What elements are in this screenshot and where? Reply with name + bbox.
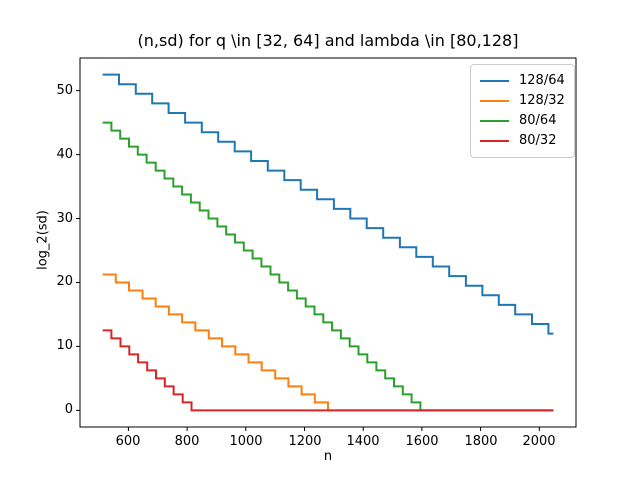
x-tick-label: 800 xyxy=(174,434,200,449)
legend-line-sample xyxy=(480,120,509,122)
x-tick-label: 1800 xyxy=(464,434,498,449)
y-axis-label: log_2(sd) xyxy=(35,210,51,270)
y-tick-label: 40 xyxy=(56,147,73,162)
y-tick-label: 0 xyxy=(64,402,73,417)
series-line-128-64 xyxy=(102,73,554,335)
series-line-128-32 xyxy=(102,273,554,412)
x-tick-label: 1200 xyxy=(288,434,322,449)
x-tick-label: 1000 xyxy=(229,434,263,449)
legend-line-sample xyxy=(480,140,509,142)
legend-line-sample xyxy=(480,80,509,82)
legend-item: 128/64 xyxy=(480,71,565,91)
y-tick-label: 20 xyxy=(56,274,73,289)
legend-label: 80/32 xyxy=(519,133,557,148)
x-tick-label: 1600 xyxy=(405,434,439,449)
x-axis-label: n xyxy=(323,449,333,464)
chart-title: (n,sd) for q \in [32, 64] and lambda \in… xyxy=(137,31,519,50)
series-line-80-32 xyxy=(102,329,554,412)
legend-label: 128/32 xyxy=(519,93,565,108)
legend: 128/64 128/32 80/64 80/32 xyxy=(470,64,575,158)
legend-label: 80/64 xyxy=(519,113,557,128)
x-tick-label: 2000 xyxy=(522,434,556,449)
series-line-80-64 xyxy=(102,121,554,412)
legend-line-sample xyxy=(480,100,509,102)
x-tick-label: 1400 xyxy=(346,434,380,449)
legend-item: 80/32 xyxy=(480,131,565,151)
legend-item: 80/64 xyxy=(480,111,565,131)
y-tick-label: 30 xyxy=(56,211,73,226)
axes-frame xyxy=(79,57,577,428)
legend-item: 128/32 xyxy=(480,91,565,111)
legend-label: 128/64 xyxy=(519,73,565,88)
y-tick-label: 50 xyxy=(56,83,73,98)
y-tick-label: 10 xyxy=(56,338,73,353)
x-tick-label: 600 xyxy=(115,434,141,449)
